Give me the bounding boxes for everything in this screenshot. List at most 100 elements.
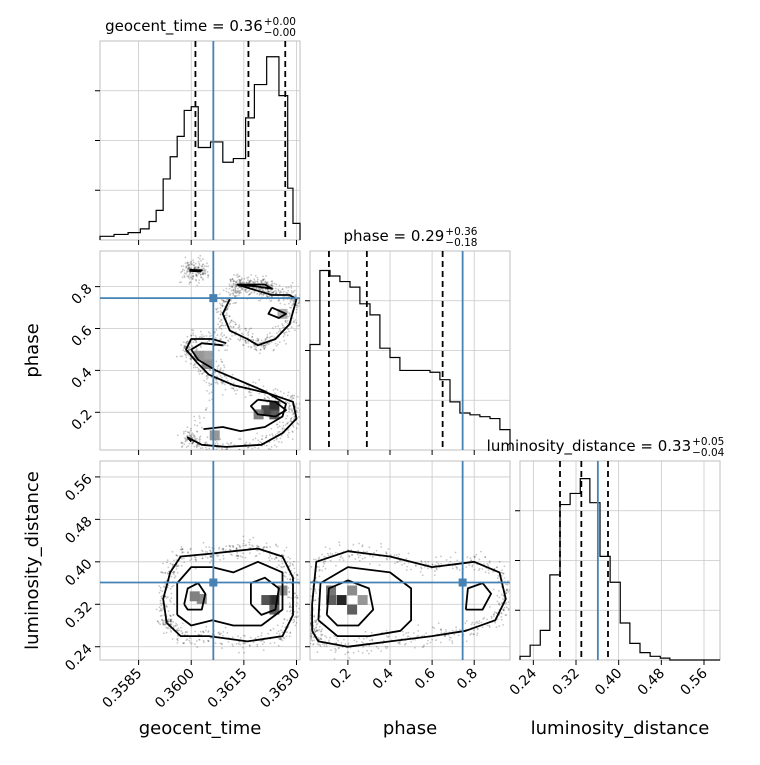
contour-level-2 — [176, 560, 284, 627]
sample-point — [290, 417, 292, 420]
sample-point — [185, 341, 188, 344]
sample-point — [231, 285, 234, 288]
sample-point — [282, 299, 285, 301]
density-cell — [194, 350, 205, 361]
sample-point — [297, 302, 299, 305]
sample-point — [239, 546, 242, 549]
sample-point — [495, 626, 498, 629]
sample-point — [171, 563, 174, 566]
sample-point — [221, 305, 224, 307]
sample-point — [221, 448, 223, 450]
sample-point — [337, 639, 339, 642]
sample-point — [455, 629, 458, 632]
sample-point — [183, 561, 186, 563]
sample-point — [189, 358, 192, 361]
sample-point — [296, 597, 299, 599]
sample-point — [228, 545, 231, 547]
sample-point — [261, 643, 264, 645]
sample-point — [225, 448, 228, 450]
sample-point — [301, 620, 303, 622]
sample-point — [186, 631, 189, 634]
sample-point — [301, 583, 303, 585]
sample-point — [180, 441, 183, 444]
sample-point — [277, 644, 280, 647]
sample-point — [202, 279, 205, 281]
sample-point — [339, 556, 342, 559]
sample-point — [189, 271, 192, 274]
sample-point — [238, 328, 241, 331]
sample-point — [194, 419, 197, 422]
sample-point — [165, 605, 168, 608]
sample-point — [166, 559, 169, 561]
sample-point — [406, 565, 409, 568]
sample-point — [200, 276, 202, 279]
sample-point — [283, 565, 286, 568]
sample-point — [214, 337, 217, 339]
sample-point — [269, 555, 272, 557]
sample-point — [279, 329, 282, 332]
sample-point — [289, 610, 291, 613]
sample-point — [187, 551, 189, 554]
sample-point — [290, 284, 292, 287]
sample-point — [498, 604, 501, 606]
sample-point — [159, 599, 162, 602]
sample-point — [380, 650, 382, 652]
sample-point — [216, 365, 219, 368]
sample-point — [268, 341, 271, 344]
sample-point — [249, 644, 251, 647]
sample-point — [275, 632, 278, 635]
sample-point — [286, 401, 289, 404]
sample-point — [187, 353, 190, 356]
scatter-panel-luminosity_distance_vs_geocent_time-frame — [99, 460, 301, 661]
sample-point — [205, 381, 208, 384]
sample-point — [181, 355, 184, 357]
sample-point — [405, 569, 408, 571]
sample-point — [271, 327, 274, 329]
sample-point — [162, 623, 165, 626]
sample-point — [175, 629, 178, 631]
sample-point — [495, 566, 498, 569]
sample-point — [292, 291, 295, 293]
sample-point — [236, 389, 239, 392]
sample-point — [238, 324, 241, 327]
sample-point — [261, 289, 264, 292]
sample-point — [444, 635, 446, 638]
sample-point — [226, 308, 229, 311]
sample-point — [182, 642, 185, 644]
sample-point — [230, 299, 232, 302]
sample-point — [201, 550, 204, 553]
y-tick-label: 0.4 — [69, 365, 96, 392]
sample-point — [318, 556, 320, 559]
sample-point — [254, 555, 257, 558]
sample-point — [250, 391, 252, 394]
sample-point — [270, 427, 273, 430]
sample-point — [273, 642, 276, 644]
sample-point — [198, 415, 201, 417]
sample-point — [356, 553, 359, 556]
sample-point — [469, 633, 472, 636]
sample-point — [262, 346, 265, 348]
histogram-panel-luminosity_distance — [515, 460, 721, 665]
x-tick-label: 0.4 — [370, 665, 397, 692]
sample-point — [208, 399, 211, 402]
sample-point — [220, 333, 222, 336]
sample-point — [232, 289, 235, 292]
sample-point — [186, 264, 189, 267]
sample-point — [296, 596, 299, 599]
sample-point — [192, 341, 195, 344]
sample-point — [335, 637, 338, 640]
sample-point — [267, 295, 270, 298]
sample-point — [194, 335, 197, 337]
sample-point — [188, 281, 191, 284]
sample-point — [209, 636, 212, 639]
sample-point — [237, 642, 240, 645]
sample-point — [205, 629, 207, 632]
sample-point — [196, 443, 199, 446]
sample-point — [187, 445, 190, 447]
sample-point — [440, 628, 442, 630]
sample-point — [221, 382, 224, 385]
sample-point — [480, 550, 482, 553]
sample-point — [219, 310, 222, 312]
sample-point — [488, 561, 491, 564]
sample-point — [233, 291, 236, 293]
